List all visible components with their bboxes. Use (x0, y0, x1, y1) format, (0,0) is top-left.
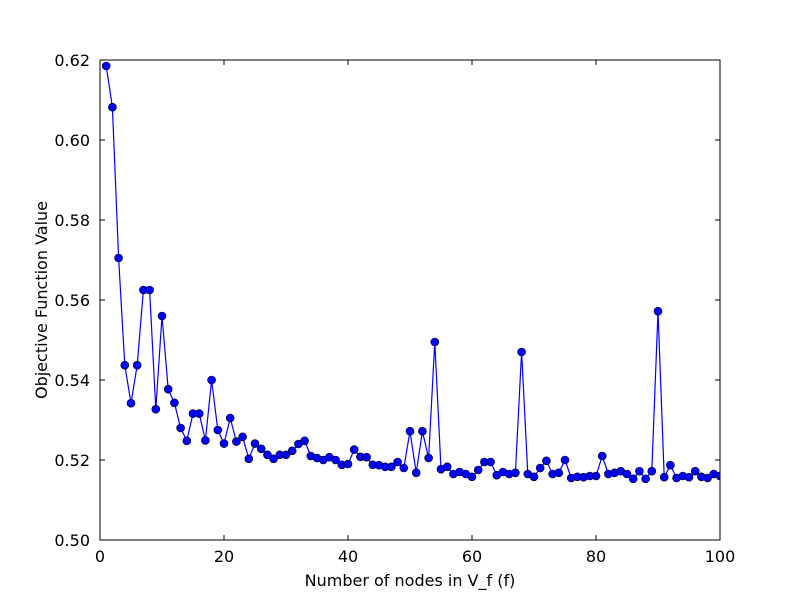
data-point (424, 453, 433, 463)
data-point (244, 454, 254, 464)
data-point (331, 455, 340, 465)
data-point (300, 436, 309, 446)
data-point (114, 253, 123, 263)
axis-ticks: 0 20 40 60 80 100 0.50 0.52 0.54 0.56 0.58 0.60 0.62 (54, 51, 735, 566)
data-point (715, 471, 720, 481)
data-point (163, 384, 173, 394)
data-point (467, 472, 477, 482)
data-point (349, 445, 359, 454)
data-point (207, 375, 216, 385)
data-point (182, 436, 192, 446)
data-point (176, 423, 185, 433)
data-point (659, 472, 669, 482)
y-tick-label: 0.62 (54, 51, 90, 70)
data-point (238, 432, 247, 442)
data-point (641, 474, 650, 484)
data-point (256, 444, 266, 454)
data-point (132, 360, 142, 370)
data-point (486, 457, 495, 467)
data-point (635, 466, 644, 476)
data-point (362, 452, 371, 462)
data-point (591, 471, 601, 481)
data-point (517, 347, 526, 357)
data-point (622, 469, 632, 479)
data-point (393, 457, 402, 467)
y-tick-label: 0.50 (54, 531, 90, 550)
data-point (703, 473, 712, 483)
data-point (597, 451, 607, 461)
data-point (145, 285, 154, 295)
y-axis-label: Objective Function Value (32, 201, 51, 399)
data-point (666, 460, 675, 470)
plot-area (100, 60, 720, 540)
data-point (225, 413, 235, 423)
data-point (628, 474, 638, 484)
plot-background (100, 60, 720, 540)
x-tick-label: 0 (95, 547, 105, 566)
data-point (542, 456, 551, 466)
data-point (108, 102, 117, 112)
x-tick-label: 20 (214, 547, 234, 566)
data-point (442, 462, 452, 472)
data-point (560, 455, 570, 465)
data-point (684, 472, 694, 482)
data-point (213, 425, 223, 435)
x-tick-label: 60 (462, 547, 482, 566)
x-axis-label: Number of nodes in V_f (f) (305, 571, 516, 591)
data-point (281, 450, 291, 460)
data-point (418, 426, 427, 436)
y-tick-label: 0.56 (54, 291, 90, 310)
data-point (250, 439, 260, 448)
data-point (157, 311, 167, 321)
data-point (405, 426, 415, 436)
data-point (194, 409, 204, 418)
x-tick-label: 40 (338, 547, 358, 566)
data-point (690, 466, 700, 476)
data-point (529, 472, 539, 482)
data-point (430, 337, 440, 347)
y-tick-label: 0.58 (54, 211, 90, 230)
y-tick-label: 0.52 (54, 451, 90, 470)
data-point (126, 398, 136, 408)
data-point (411, 468, 421, 478)
series-layer (101, 61, 720, 484)
plot-frame (99, 59, 721, 541)
data-point (511, 468, 520, 478)
data-point (554, 468, 564, 478)
y-tick-label: 0.60 (54, 131, 90, 150)
x-tick-label: 100 (705, 547, 736, 566)
data-point (343, 459, 353, 469)
data-point (647, 466, 657, 476)
x-tick-label: 80 (586, 547, 606, 566)
data-point (170, 398, 179, 408)
data-point (535, 463, 545, 473)
data-point (387, 462, 396, 472)
data-point (151, 404, 161, 414)
data-point (287, 446, 297, 456)
data-point (399, 463, 409, 473)
data-point (120, 360, 130, 370)
data-point (101, 61, 111, 71)
data-point (653, 306, 663, 316)
data-point (473, 465, 483, 475)
data-point (269, 454, 278, 464)
data-point (232, 437, 241, 446)
data-point (263, 450, 272, 460)
data-point (201, 436, 210, 445)
data-point (219, 439, 229, 448)
y-tick-label: 0.54 (54, 371, 90, 390)
